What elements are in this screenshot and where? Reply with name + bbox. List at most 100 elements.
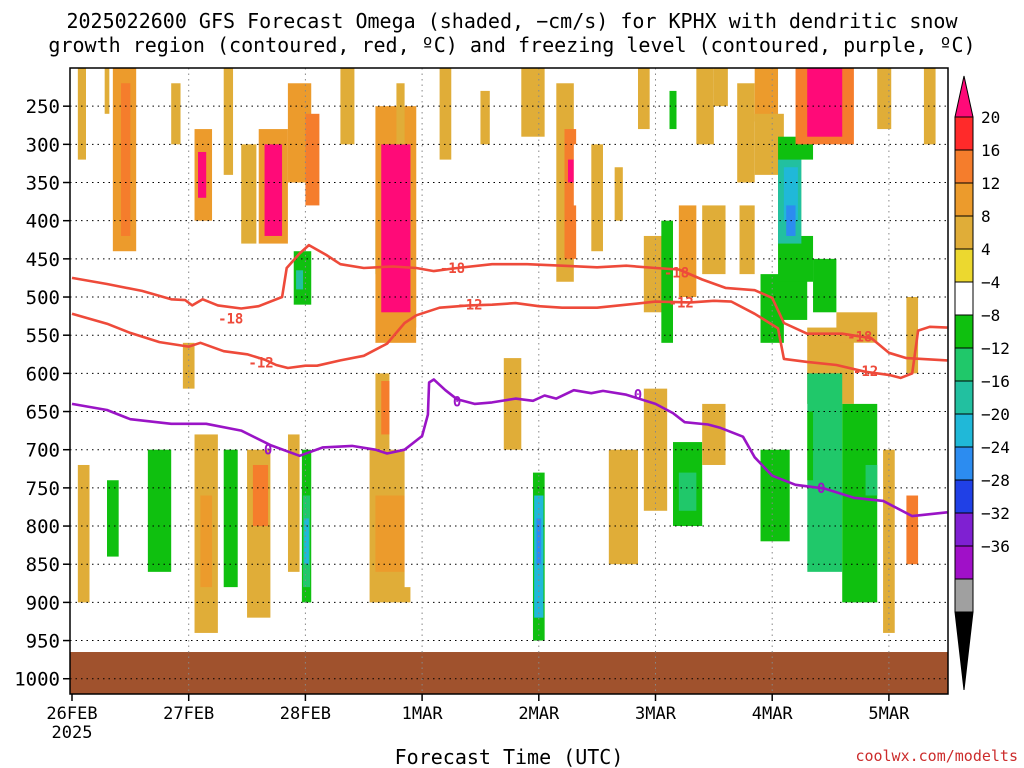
colorbar-band-1 (954, 116, 974, 151)
contour-label-9: 0 (453, 395, 461, 411)
omega-cell-35 (614, 68, 623, 168)
colorbar-label-11: −28 (981, 471, 1010, 490)
y-tick-label-400: 400 (26, 211, 60, 233)
omega-cell-115 (107, 480, 119, 557)
omega-cell-17 (322, 205, 335, 267)
omega-cell-22 (381, 144, 411, 313)
omega-cell-71 (818, 403, 837, 557)
colorbar-band-4 (954, 215, 974, 250)
colorbar-label-2: 12 (981, 174, 1000, 193)
ground-layer (70, 652, 948, 694)
y-tick-label-800: 800 (26, 516, 60, 538)
omega-cell-80 (678, 472, 697, 511)
omega-cell-14 (305, 113, 320, 206)
contour-label-2: -18 (664, 266, 689, 282)
colorbar: 20 16 12 8 4 −4 −8 −12 −16 −20 −24 −28 −32 −36 (954, 75, 1010, 691)
omega-cell-89 (486, 480, 510, 572)
omega-cell-58 (801, 159, 825, 236)
omega-cell-63 (923, 68, 936, 145)
omega-cell-34 (591, 144, 603, 252)
omega-cell-25 (439, 68, 452, 160)
omega-cell-23 (416, 327, 425, 374)
contour-label-10: 0 (634, 388, 642, 404)
contour-lines (71, 243, 948, 518)
omega-cell-96 (375, 495, 405, 572)
omega-cell-74 (865, 464, 878, 496)
omega-cell-36 (614, 167, 623, 221)
x-tick-label-26FEB: 26FEB (46, 704, 97, 724)
omega-cell-33 (573, 144, 586, 206)
x-tick-sublabel: 2025 (52, 723, 93, 743)
omega-cell-92 (503, 358, 522, 450)
omega-cell-29 (527, 205, 545, 275)
omega-cell-98 (334, 403, 358, 465)
x-tick-label-3MAR: 3MAR (635, 704, 677, 724)
colorbar-band-5 (954, 248, 974, 283)
omega-cell-16 (296, 270, 304, 290)
contour-line-2 (71, 378, 948, 518)
y-tick-label-300: 300 (26, 134, 60, 156)
omega-cell-26 (457, 182, 469, 252)
plot-area: -18 -18 -18 -18 -12 -12 -12 -12 0 0 0 0 (70, 68, 948, 694)
omega-cell-3 (121, 83, 131, 236)
credit-text: coolwx.com/modelts (855, 747, 1018, 765)
y-tick-label-600: 600 (26, 363, 60, 385)
omega-cell-72 (842, 403, 878, 603)
omega-cell-99 (317, 464, 364, 572)
colorbar-band-8 (954, 347, 974, 382)
contour-label-6: -12 (669, 295, 694, 311)
omega-cell-81 (702, 403, 726, 465)
omega-cell-46 (713, 68, 728, 107)
y-tick-label-1000: 1000 (14, 669, 60, 691)
omega-cell-97 (404, 434, 423, 588)
y-tick-label-550: 550 (26, 325, 60, 347)
contour-label-11: 0 (817, 481, 825, 497)
x-axis-label: Forecast Time (UTC) (395, 745, 624, 768)
colorbar-band-2 (954, 149, 974, 184)
omega-cell-28 (521, 68, 545, 137)
omega-cell-61 (877, 205, 889, 343)
contour-line-0 (71, 243, 948, 362)
omega-cell-9 (241, 144, 257, 244)
omega-cell-32 (567, 159, 574, 183)
colorbar-bottom-arrow (954, 611, 974, 691)
omega-cell-12 (264, 144, 283, 236)
omega-cell-109 (223, 449, 238, 588)
colorbar-band-13 (954, 512, 974, 547)
omega-cell-47 (737, 83, 755, 183)
colorbar-band-6 (954, 281, 974, 316)
omega-cell-0 (77, 68, 87, 160)
omega-cell-104 (287, 434, 300, 572)
omega-cell-111 (200, 495, 213, 588)
colorbar-label-10: −24 (981, 438, 1010, 457)
omega-cell-41 (661, 220, 674, 343)
omega-cell-77 (760, 449, 790, 542)
y-tick-label-450: 450 (26, 249, 60, 271)
contour-label-7: -12 (853, 364, 878, 380)
omega-cell-84 (608, 449, 638, 565)
omega-cell-57 (807, 68, 843, 137)
contour-label-8: 0 (264, 443, 272, 459)
colorbar-band-14 (954, 545, 974, 580)
y-tick-label-250: 250 (26, 96, 60, 118)
colorbar-label-1: 16 (981, 141, 1000, 160)
omega-cell-62 (877, 68, 892, 130)
x-tick-label-2MAR: 2MAR (518, 704, 560, 724)
contour-label-3: -18 (847, 330, 872, 346)
colorbar-band-10 (954, 413, 974, 448)
colorbar-label-9: −20 (981, 405, 1010, 424)
omega-cell-7 (198, 151, 207, 198)
x-tick-label-27FEB: 27FEB (163, 704, 214, 724)
chart-title-line-1: 2025022600 GFS Forecast Omega (shaded, −… (66, 9, 958, 33)
x-tick-label-5MAR: 5MAR (868, 704, 910, 724)
omega-cell-59 (813, 258, 837, 313)
colorbar-label-5: −4 (981, 273, 1000, 292)
y-tick-label-500: 500 (26, 287, 60, 309)
contour-label-4: -12 (248, 356, 273, 372)
omega-cell-94 (381, 381, 390, 435)
omega-cell-37 (637, 68, 650, 130)
omega-cell-107 (252, 464, 269, 527)
omega-cell-5 (171, 83, 181, 145)
